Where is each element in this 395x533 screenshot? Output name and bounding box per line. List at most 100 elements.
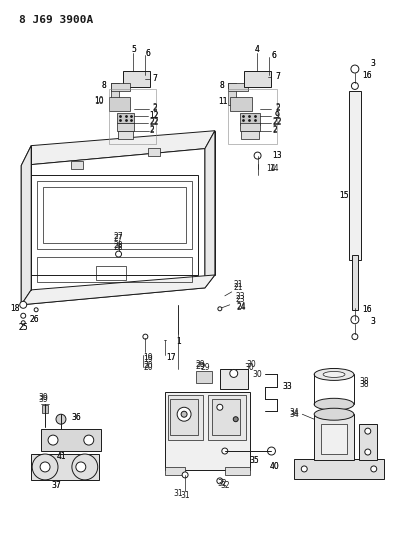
Ellipse shape xyxy=(76,462,86,472)
Text: 2: 2 xyxy=(272,125,277,134)
Bar xyxy=(31,454,99,480)
Bar xyxy=(96,266,126,280)
Bar xyxy=(244,71,271,87)
Ellipse shape xyxy=(371,466,377,472)
Text: 15: 15 xyxy=(339,191,349,200)
Text: 24: 24 xyxy=(237,302,246,311)
Polygon shape xyxy=(205,131,215,288)
Text: 27: 27 xyxy=(114,233,123,243)
Bar xyxy=(149,148,160,156)
Text: 24: 24 xyxy=(237,303,246,312)
Text: 3: 3 xyxy=(371,317,375,326)
Bar xyxy=(230,97,252,111)
Ellipse shape xyxy=(365,428,371,434)
Text: 12: 12 xyxy=(150,111,159,120)
Bar xyxy=(196,372,212,383)
Text: 34: 34 xyxy=(290,410,299,419)
Ellipse shape xyxy=(323,372,345,377)
Text: 28: 28 xyxy=(114,240,123,249)
Text: 39: 39 xyxy=(38,395,48,404)
Text: 22: 22 xyxy=(150,118,159,127)
Text: 35: 35 xyxy=(250,456,260,465)
Text: 4: 4 xyxy=(254,45,259,54)
Ellipse shape xyxy=(48,435,58,445)
Text: 13: 13 xyxy=(273,151,282,160)
Ellipse shape xyxy=(233,417,238,422)
Ellipse shape xyxy=(217,478,223,484)
Text: 2: 2 xyxy=(150,126,155,135)
Bar xyxy=(228,89,277,144)
Text: 22: 22 xyxy=(273,118,282,127)
Ellipse shape xyxy=(254,152,261,159)
Bar xyxy=(41,429,101,451)
Ellipse shape xyxy=(72,454,98,480)
Text: 1: 1 xyxy=(176,337,181,346)
Text: 8: 8 xyxy=(219,82,224,91)
Text: 38: 38 xyxy=(359,380,369,389)
Bar xyxy=(117,123,134,131)
Ellipse shape xyxy=(351,65,359,73)
Text: 27: 27 xyxy=(114,232,123,241)
Bar xyxy=(111,83,118,105)
Bar xyxy=(168,395,203,440)
Text: 4: 4 xyxy=(254,45,259,54)
Ellipse shape xyxy=(301,466,307,472)
Text: 17: 17 xyxy=(166,353,176,362)
Text: 18: 18 xyxy=(10,304,19,313)
Text: 33: 33 xyxy=(282,382,292,391)
Text: 10: 10 xyxy=(94,98,103,107)
Text: 1: 1 xyxy=(176,337,181,346)
Ellipse shape xyxy=(182,472,188,478)
Text: 31: 31 xyxy=(180,491,190,500)
Text: 41: 41 xyxy=(56,451,66,461)
Text: 9: 9 xyxy=(275,111,280,120)
Ellipse shape xyxy=(314,398,354,410)
Text: 16: 16 xyxy=(362,305,372,314)
Text: 11: 11 xyxy=(218,98,228,107)
Text: 19: 19 xyxy=(143,355,153,364)
Text: 26: 26 xyxy=(29,315,39,324)
Text: 37: 37 xyxy=(51,481,61,490)
Bar xyxy=(31,175,198,275)
Bar xyxy=(349,91,361,260)
Text: 6: 6 xyxy=(146,49,151,58)
Bar xyxy=(294,459,384,479)
Text: 7: 7 xyxy=(275,72,280,82)
Text: 39: 39 xyxy=(38,393,48,402)
Text: 32: 32 xyxy=(217,479,227,488)
Text: 16: 16 xyxy=(362,70,372,79)
Text: 6: 6 xyxy=(271,51,276,60)
Text: 9: 9 xyxy=(275,111,280,120)
Text: 30: 30 xyxy=(253,370,262,379)
Text: 38: 38 xyxy=(359,377,369,386)
Bar xyxy=(314,414,354,460)
Ellipse shape xyxy=(116,251,122,257)
Bar xyxy=(241,131,259,139)
Ellipse shape xyxy=(181,411,187,417)
Bar xyxy=(220,369,248,389)
Bar xyxy=(71,160,83,168)
Text: 20: 20 xyxy=(143,363,153,372)
Bar xyxy=(118,131,134,139)
Text: 21: 21 xyxy=(234,284,243,293)
Ellipse shape xyxy=(56,414,66,424)
Text: 13: 13 xyxy=(273,151,282,160)
Bar xyxy=(359,424,377,460)
Text: 2: 2 xyxy=(272,126,277,135)
Bar xyxy=(170,399,198,435)
Text: 18: 18 xyxy=(10,304,19,313)
Text: 14: 14 xyxy=(270,164,279,173)
Text: 28: 28 xyxy=(114,243,123,252)
Bar xyxy=(321,424,347,454)
Text: 23: 23 xyxy=(236,295,245,304)
Text: 2: 2 xyxy=(153,103,158,112)
Text: 22: 22 xyxy=(150,117,159,126)
Text: 23: 23 xyxy=(236,292,245,301)
Bar xyxy=(212,399,240,435)
Text: 25: 25 xyxy=(18,323,28,332)
Ellipse shape xyxy=(177,407,191,421)
Ellipse shape xyxy=(267,447,275,455)
Text: 40: 40 xyxy=(270,463,279,472)
Bar xyxy=(208,395,246,440)
Ellipse shape xyxy=(352,334,358,340)
